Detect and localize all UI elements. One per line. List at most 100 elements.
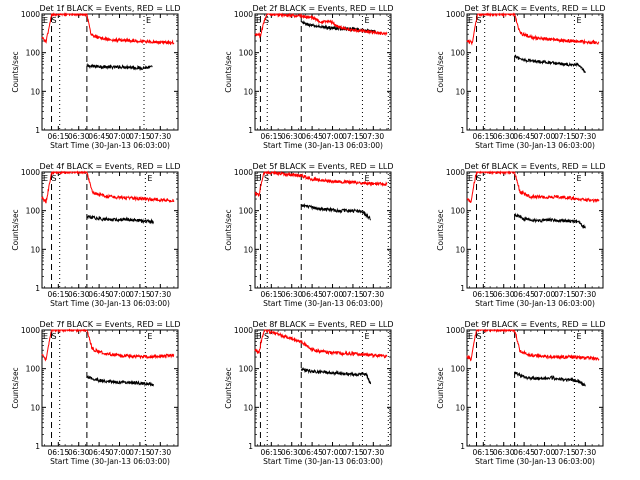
x-tick-label: 06:45	[301, 132, 323, 141]
y-tick-label: 100	[451, 49, 466, 58]
x-tick-label: 06:45	[301, 290, 323, 299]
marker-label-end: E	[576, 16, 581, 25]
marker-label-start: E	[468, 332, 473, 341]
y-tick-label: 1	[248, 284, 253, 293]
x-tick-label: 06:15	[261, 290, 283, 299]
x-tick-label: 06:45	[88, 132, 110, 141]
y-tick-label: 100	[451, 207, 466, 216]
y-tick-label: 1	[248, 442, 253, 451]
x-tick-label: 06:15	[48, 132, 70, 141]
x-tick-label: 07:15	[342, 448, 364, 457]
y-axis-label: Counts/sec	[11, 209, 20, 250]
y-tick-label: 1000	[21, 10, 40, 19]
series-line-lld	[254, 170, 388, 197]
x-tick-label: 07:30	[575, 132, 597, 141]
x-tick-label: 07:00	[322, 132, 344, 141]
marker-label-s: S	[477, 16, 482, 25]
plot-frame	[254, 13, 392, 131]
chart-panel-9: Det 9f BLACK = Events, RED = LLD 1 10 100 10…	[436, 320, 606, 466]
x-tick-label: 07:30	[575, 448, 597, 457]
y-tick-label: 1000	[446, 168, 465, 177]
x-tick-label: 06:15	[473, 290, 495, 299]
y-tick-label: 100	[26, 365, 41, 374]
chart-panel-5: Det 5f BLACK = Events, RED = LLD 1 10 100 10…	[224, 162, 394, 308]
y-tick-label: 1	[35, 126, 40, 135]
chart-title: Det 7f BLACK = Events, RED = LLD	[39, 320, 180, 329]
chart-title: Det 2f BLACK = Events, RED = LLD	[252, 4, 393, 13]
x-tick-label: 06:45	[513, 448, 535, 457]
y-tick-label: 100	[26, 49, 41, 58]
x-tick-label: 07:15	[342, 132, 364, 141]
x-axis-label: Start Time (30-Jan-13 06:03:00)	[475, 299, 595, 308]
marker-label-end: E	[576, 332, 581, 341]
x-tick-label: 06:30	[281, 448, 303, 457]
chart-title: Det 4f BLACK = Events, RED = LLD	[39, 162, 180, 171]
chart-panel-3: Det 3f BLACK = Events, RED = LLD 1 10 100 10…	[436, 4, 606, 150]
plot-frame	[254, 171, 392, 289]
marker-label-end: E	[147, 174, 152, 183]
marker-label-end: E	[364, 174, 369, 183]
x-tick-label: 07:15	[554, 448, 576, 457]
x-tick-label: 07:00	[534, 290, 556, 299]
y-tick-label: 1	[460, 126, 465, 135]
x-tick-label: 07:00	[109, 290, 131, 299]
x-tick-label: 07:00	[322, 290, 344, 299]
x-tick-label: 06:15	[48, 290, 70, 299]
marker-label-s: S	[52, 16, 57, 25]
plot-frame	[41, 171, 179, 289]
marker-label-start: E	[43, 16, 48, 25]
x-tick-label: 06:15	[261, 448, 283, 457]
x-tick-label: 07:00	[109, 132, 131, 141]
x-tick-label: 07:30	[150, 448, 172, 457]
series-line-events	[86, 62, 153, 71]
x-tick-label: 06:30	[493, 448, 515, 457]
y-axis-label: Counts/sec	[224, 367, 233, 408]
series-line-lld	[466, 170, 600, 204]
chart-title: Det 3f BLACK = Events, RED = LLD	[464, 4, 605, 13]
marker-label-start: E	[43, 174, 48, 183]
marker-label-s: S	[477, 174, 482, 183]
marker-label-start: E	[468, 174, 473, 183]
y-tick-label: 10	[30, 403, 40, 412]
x-axis-label: Start Time (30-Jan-13 06:03:00)	[50, 299, 170, 308]
y-axis-label: Counts/sec	[436, 209, 445, 250]
x-tick-label: 06:15	[48, 448, 70, 457]
marker-label-end: E	[576, 174, 581, 183]
marker-label-s: S	[477, 332, 482, 341]
x-tick-label: 06:30	[493, 132, 515, 141]
plot-frame	[466, 329, 604, 447]
chart-panel-8: Det 8f BLACK = Events, RED = LLD 1 10 100 10…	[224, 320, 394, 466]
plot-frame	[254, 329, 392, 447]
x-tick-label: 06:45	[513, 132, 535, 141]
chart-panel-2: Det 2f BLACK = Events, RED = LLD 1 10 100 10…	[224, 4, 394, 150]
series-line-events	[86, 214, 154, 225]
x-tick-label: 07:15	[342, 290, 364, 299]
x-axis-label: Start Time (30-Jan-13 06:03:00)	[263, 299, 383, 308]
y-axis-label: Counts/sec	[436, 51, 445, 92]
chart-title: Det 9f BLACK = Events, RED = LLD	[464, 320, 605, 329]
y-tick-label: 10	[243, 87, 253, 96]
y-axis-label: Counts/sec	[224, 51, 233, 92]
chart-panel-1: Det 1f BLACK = Events, RED = LLD 1 10 100 10…	[11, 4, 181, 150]
series-line-lld	[254, 12, 388, 39]
chart-panel-7: Det 7f BLACK = Events, RED = LLD 1 10 100 10…	[11, 320, 181, 466]
x-tick-label: 07:15	[554, 132, 576, 141]
chart-panel-4: Det 4f BLACK = Events, RED = LLD 1 10 100 10…	[11, 162, 181, 308]
plot-frame	[466, 171, 604, 289]
marker-label-end: E	[147, 332, 152, 341]
x-tick-label: 07:15	[129, 290, 151, 299]
x-tick-label: 07:00	[534, 132, 556, 141]
x-axis-label: Start Time (30-Jan-13 06:03:00)	[263, 457, 383, 466]
y-tick-label: 1000	[446, 326, 465, 335]
y-tick-label: 10	[30, 245, 40, 254]
series-line-lld	[466, 12, 600, 46]
series-line-events	[514, 212, 586, 230]
x-tick-label: 06:15	[473, 132, 495, 141]
series-line-events	[514, 371, 586, 387]
x-tick-label: 07:30	[363, 132, 385, 141]
series-line-lld	[41, 328, 175, 362]
y-tick-label: 10	[243, 403, 253, 412]
x-tick-label: 07:15	[129, 448, 151, 457]
x-tick-label: 06:45	[513, 290, 535, 299]
y-tick-label: 100	[26, 207, 41, 216]
